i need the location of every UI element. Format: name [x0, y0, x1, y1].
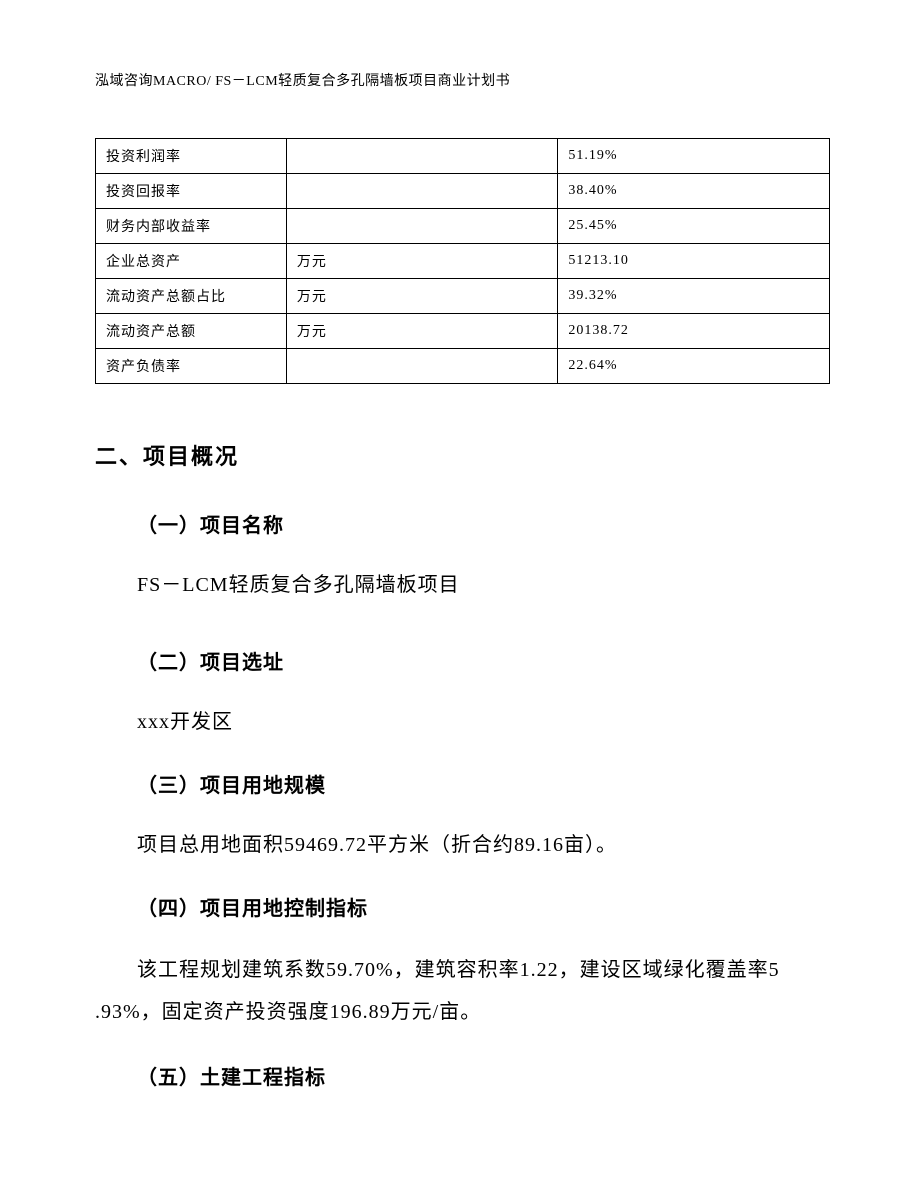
table-cell-value: 25.45%: [558, 209, 830, 244]
content-line: 该工程规划建筑系数59.70%，建筑容积率1.22，建设区域绿化覆盖率5: [95, 949, 780, 991]
subsection-title: （二）项目选址: [137, 646, 830, 675]
subsection-construction: （五）土建工程指标: [95, 1061, 830, 1090]
financial-table: 投资利润率 51.19% 投资回报率 38.40% 财务内部收益率 25.45%…: [95, 138, 830, 384]
section-title: 二、项目概况: [95, 439, 830, 471]
table-cell-label: 资产负债率: [96, 349, 287, 384]
table-cell-unit: 万元: [286, 279, 558, 314]
table-cell-unit: [286, 174, 558, 209]
header-text: 泓域咨询MACRO/ FS－LCM轻质复合多孔隔墙板项目商业计划书: [95, 74, 510, 89]
table-row: 流动资产总额 万元 20138.72: [96, 314, 830, 349]
subsection-content: FS－LCM轻质复合多孔隔墙板项目: [137, 566, 830, 604]
subsection-title: （五）土建工程指标: [137, 1061, 830, 1090]
table-cell-value: 22.64%: [558, 349, 830, 384]
table-cell-label: 流动资产总额: [96, 314, 287, 349]
table-row: 投资利润率 51.19%: [96, 139, 830, 174]
subsection-title: （一）项目名称: [137, 509, 830, 538]
table-cell-value: 39.32%: [558, 279, 830, 314]
subsection-content: 项目总用地面积59469.72平方米（折合约89.16亩）。: [137, 826, 830, 864]
table-row: 流动资产总额占比 万元 39.32%: [96, 279, 830, 314]
table-row: 企业总资产 万元 51213.10: [96, 244, 830, 279]
table-cell-label: 财务内部收益率: [96, 209, 287, 244]
content-line: .93%，固定资产投资强度196.89万元/亩。: [95, 1001, 481, 1023]
table-cell-label: 投资利润率: [96, 139, 287, 174]
table-row: 资产负债率 22.64%: [96, 349, 830, 384]
table-cell-unit: [286, 349, 558, 384]
table-cell-unit: 万元: [286, 314, 558, 349]
subsection-land-scale: （三）项目用地规模 项目总用地面积59469.72平方米（折合约89.16亩）。: [95, 769, 830, 864]
table-cell-value: 51213.10: [558, 244, 830, 279]
subsection-content: 该工程规划建筑系数59.70%，建筑容积率1.22，建设区域绿化覆盖率5 .93…: [95, 949, 830, 1033]
subsection-title: （四）项目用地控制指标: [137, 892, 830, 921]
subsection-project-name: （一）项目名称 FS－LCM轻质复合多孔隔墙板项目: [95, 509, 830, 604]
table-row: 财务内部收益率 25.45%: [96, 209, 830, 244]
table-cell-unit: [286, 139, 558, 174]
table-cell-unit: [286, 209, 558, 244]
table-cell-value: 20138.72: [558, 314, 830, 349]
table-cell-value: 51.19%: [558, 139, 830, 174]
page-header: 泓域咨询MACRO/ FS－LCM轻质复合多孔隔墙板项目商业计划书: [95, 70, 830, 90]
table-cell-label: 企业总资产: [96, 244, 287, 279]
table-cell-unit: 万元: [286, 244, 558, 279]
subsection-project-location: （二）项目选址 xxx开发区: [95, 646, 830, 741]
table-row: 投资回报率 38.40%: [96, 174, 830, 209]
table-cell-label: 投资回报率: [96, 174, 287, 209]
subsection-title: （三）项目用地规模: [137, 769, 830, 798]
table-cell-label: 流动资产总额占比: [96, 279, 287, 314]
subsection-land-control: （四）项目用地控制指标 该工程规划建筑系数59.70%，建筑容积率1.22，建设…: [95, 892, 830, 1033]
table-cell-value: 38.40%: [558, 174, 830, 209]
subsection-content: xxx开发区: [137, 703, 830, 741]
